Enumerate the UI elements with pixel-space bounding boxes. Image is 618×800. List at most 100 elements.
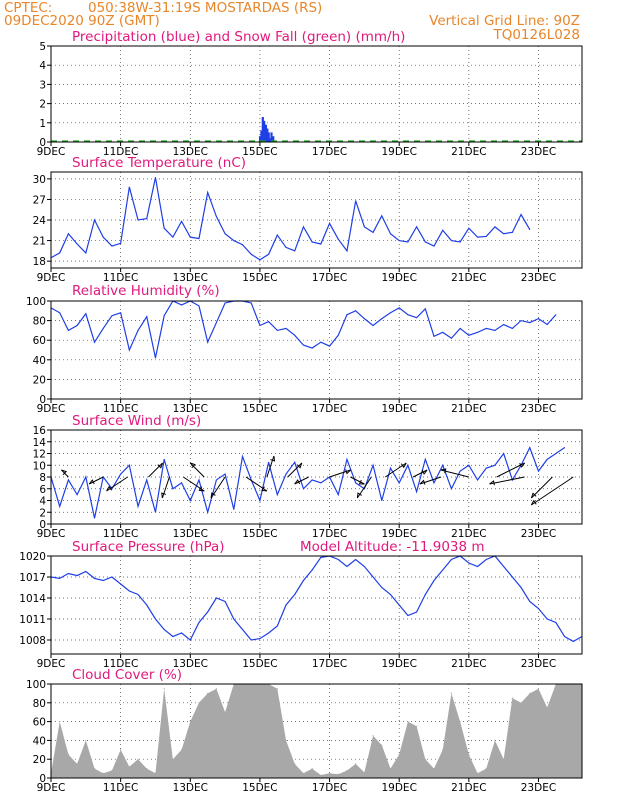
series-point [94, 341, 96, 343]
wind-vector [356, 476, 372, 499]
series-point [468, 562, 470, 564]
cloud-point [398, 753, 400, 756]
wind-vector [189, 462, 205, 478]
series-point [459, 327, 461, 329]
cloud-point [355, 763, 357, 765]
cloud-point [328, 772, 331, 774]
x-tick-label: 11DEC [103, 782, 138, 794]
series-point [468, 227, 470, 229]
y-tick-label: 20 [33, 754, 46, 766]
series-point [172, 488, 174, 490]
series-point [224, 601, 226, 602]
series-point [398, 240, 400, 242]
series-line-wind [50, 446, 565, 519]
panels: Precipitation (blue) and Snow Fall (gree… [19, 29, 583, 794]
series-point [381, 318, 383, 320]
series-point [302, 580, 304, 581]
series-point [154, 511, 156, 513]
x-tick-label: 19DEC [381, 146, 416, 158]
series-point [511, 231, 513, 233]
series-point [163, 315, 165, 317]
wind-vector [350, 476, 365, 485]
series-point [477, 479, 479, 481]
series-point [477, 236, 479, 238]
y-tick-label: 1014 [19, 593, 46, 605]
series-point [424, 308, 426, 310]
series-point [398, 604, 400, 606]
series-point [485, 235, 487, 237]
y-tick-label: 24 [33, 215, 47, 227]
series-point [529, 447, 531, 449]
series-point [433, 245, 435, 247]
series-point [459, 241, 461, 243]
series-point [120, 473, 122, 475]
x-tick-label: 15DEC [242, 782, 277, 794]
x-tick-label: 13DEC [173, 528, 208, 540]
series-point [442, 569, 444, 571]
cloud-point [67, 753, 70, 756]
series-point [67, 233, 69, 235]
y-tick-label: 1008 [19, 635, 46, 647]
series-point [259, 259, 261, 261]
series-point [242, 244, 244, 246]
series-point [477, 331, 479, 333]
series-point [294, 461, 296, 463]
series-point [259, 325, 261, 326]
y-tick-label: 80 [33, 316, 46, 328]
wind-vector-head [294, 479, 301, 485]
cloud-point [198, 702, 200, 704]
y-tick-label: 14 [33, 437, 47, 449]
x-tick-label: 15DEC [242, 528, 277, 540]
series-point [181, 632, 183, 634]
wind-vector [183, 476, 205, 492]
cloud-point [93, 768, 96, 770]
x-tick-label: 23DEC [521, 146, 556, 158]
wind-vector [287, 462, 303, 478]
x-tick-label: 17DEC [312, 146, 347, 158]
series-point [337, 238, 339, 240]
x-tick-label: 21DEC [451, 528, 486, 540]
cloud-point [154, 772, 157, 774]
series-point [520, 587, 522, 588]
series-point [233, 618, 235, 620]
series-point [520, 320, 522, 322]
panel-pressure: Surface Pressure (hPa) Model Altitude: -1… [19, 539, 583, 670]
series-point [268, 632, 270, 634]
series-point [76, 575, 78, 577]
cloud-point [294, 763, 296, 765]
series-point [389, 233, 391, 235]
series-point [433, 580, 435, 581]
wind-vector [89, 476, 104, 485]
wind-vector-head [161, 492, 167, 499]
series-point [529, 601, 531, 602]
series-point [564, 636, 566, 637]
series-point [67, 329, 69, 331]
wind-vector [266, 455, 275, 478]
series-point [407, 615, 409, 616]
series-point [59, 312, 61, 314]
wind-vector-head [419, 479, 426, 485]
series-point [285, 473, 287, 475]
series-point [346, 566, 348, 567]
series-point [189, 500, 191, 501]
wind-vector [412, 469, 428, 478]
wind-vector [161, 476, 170, 499]
series-point [102, 236, 104, 238]
wind-vector-head [440, 468, 447, 474]
series-point [546, 458, 548, 460]
series-point [215, 322, 217, 324]
series-point [555, 314, 557, 316]
series-point [189, 639, 191, 641]
series-point [494, 464, 496, 466]
series-point [477, 566, 479, 567]
series-point [128, 186, 130, 188]
x-tick-label: 17DEC [312, 403, 347, 415]
panel-title-pressure: Surface Pressure (hPa) [72, 539, 225, 555]
y-tick-label: 2 [39, 99, 46, 111]
precip-bar [270, 132, 273, 142]
cloud-point [468, 753, 470, 756]
cloud-point [276, 688, 278, 690]
cloud-point [59, 721, 61, 723]
series-point [372, 464, 374, 466]
series-point [468, 464, 470, 466]
